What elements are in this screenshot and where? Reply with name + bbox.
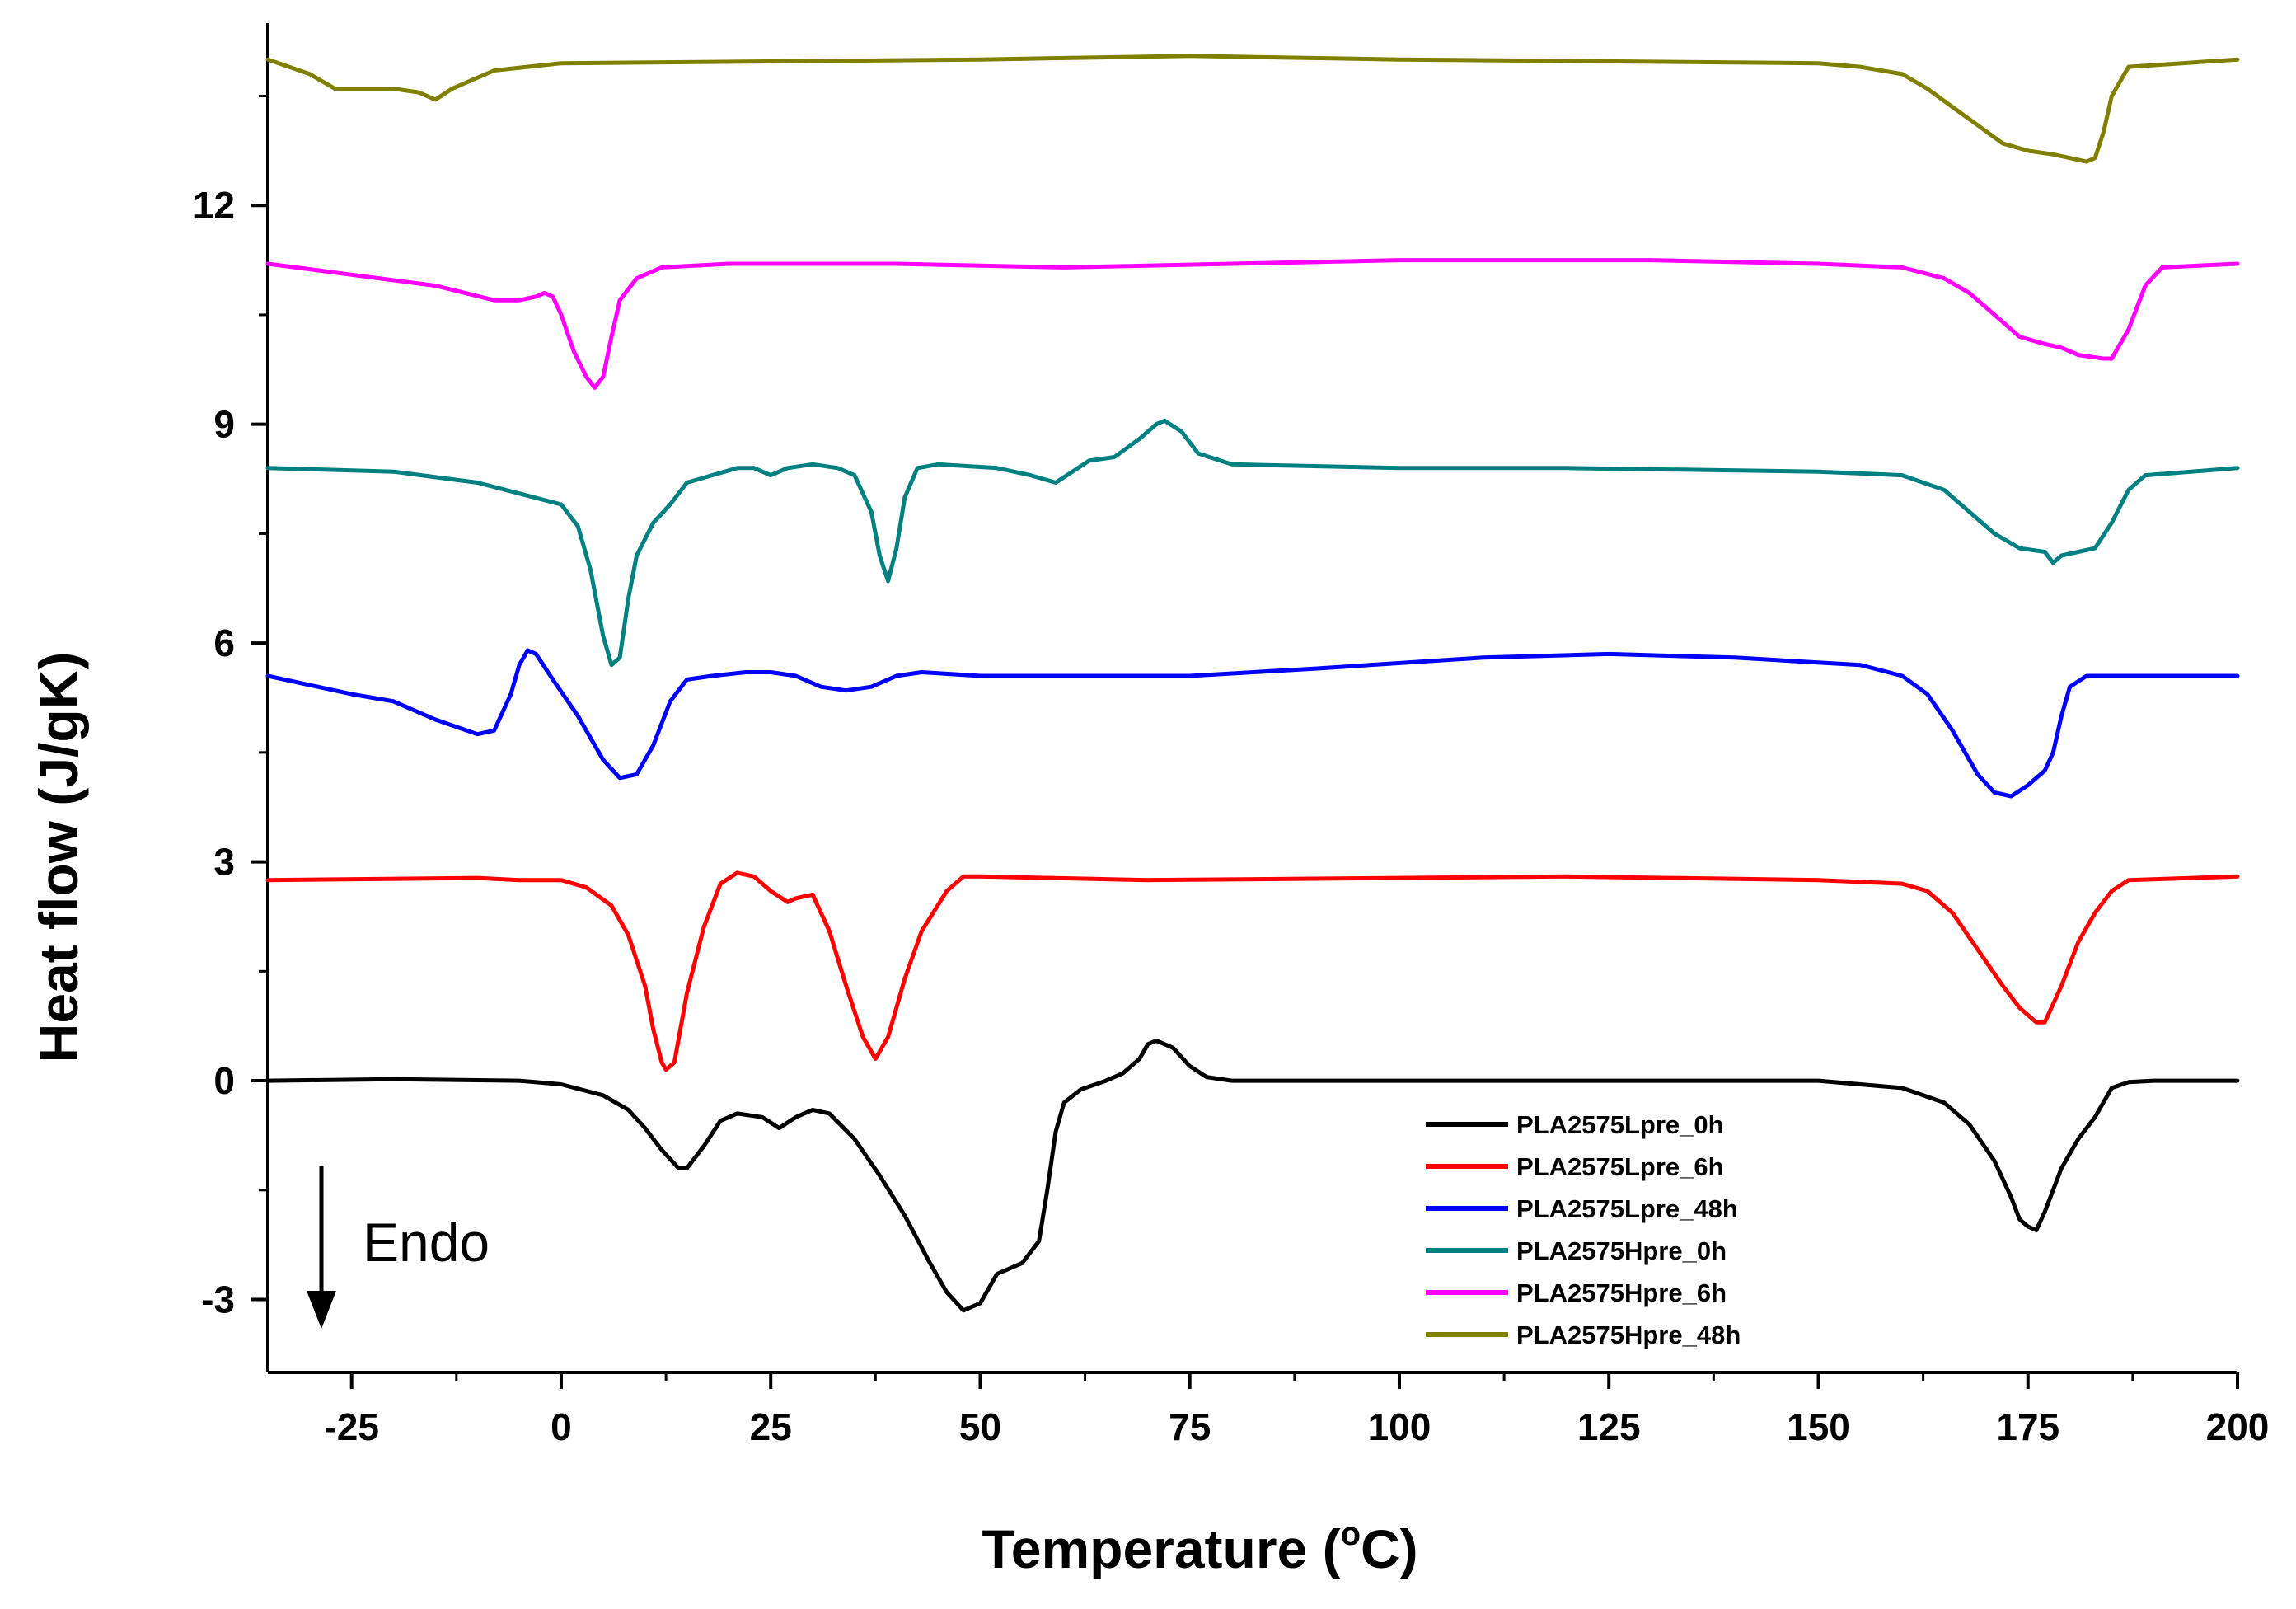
legend-label: PLA2575Hpre_0h [1516, 1236, 1727, 1265]
x-tick-label: 50 [959, 1405, 1001, 1448]
x-tick-label: 175 [1996, 1405, 2059, 1448]
y-tick-label: -3 [201, 1278, 235, 1321]
x-axis-title-degree: o [1341, 1516, 1361, 1552]
x-tick-label: 125 [1577, 1405, 1641, 1448]
series-line-PLA2575Hpre_6h [265, 258, 2240, 390]
x-tick-label: 25 [750, 1405, 792, 1448]
x-tick-label: -25 [324, 1405, 378, 1448]
endo-label: Endo [363, 1212, 490, 1273]
x-tick-label: 200 [2206, 1405, 2270, 1448]
series-lines [265, 54, 2240, 1313]
y-tick-label: 12 [193, 184, 235, 227]
x-tick-label: 150 [1787, 1405, 1850, 1448]
y-tick-label: 3 [213, 841, 235, 884]
x-tick-label: 100 [1368, 1405, 1431, 1448]
y-axis-title: Heat flow (J/gK) [28, 652, 89, 1063]
series-line-PLA2575Hpre_48h [265, 54, 2240, 164]
series-line-PLA2575Lpre_0h [265, 1038, 2240, 1313]
legend-label: PLA2575Lpre_6h [1516, 1152, 1724, 1181]
series-line-PLA2575Hpre_0h [265, 418, 2240, 668]
x-tick-label: 0 [551, 1405, 572, 1448]
y-tick-label: 6 [213, 622, 235, 664]
legend: PLA2575Lpre_0h PLA2575Lpre_6h PLA2575Lpre_… [1426, 1110, 1741, 1349]
y-tick-label: 9 [213, 403, 235, 446]
x-tick-label: 75 [1169, 1405, 1211, 1448]
endo-annotation: Endo [307, 1166, 490, 1329]
legend-label: PLA2575Hpre_6h [1516, 1278, 1727, 1307]
x-axis-title-main: Temperature ( [982, 1518, 1340, 1579]
y-tick-label: 0 [213, 1059, 235, 1102]
series-line-PLA2575Lpre_48h [265, 648, 2240, 799]
legend-label: PLA2575Lpre_0h [1516, 1110, 1724, 1139]
endo-arrow-head [307, 1291, 336, 1329]
series-line-PLA2575Lpre_6h [265, 870, 2240, 1072]
axes: -25 0 25 50 75 100 125 150 175 200 -3 0 3 6 9 12 [193, 23, 2270, 1448]
x-axis-title: Temperature (oC) [982, 1516, 1417, 1579]
legend-label: PLA2575Hpre_48h [1516, 1321, 1741, 1349]
x-axis-title-unit: C) [1361, 1518, 1418, 1579]
legend-label: PLA2575Lpre_48h [1516, 1194, 1738, 1223]
